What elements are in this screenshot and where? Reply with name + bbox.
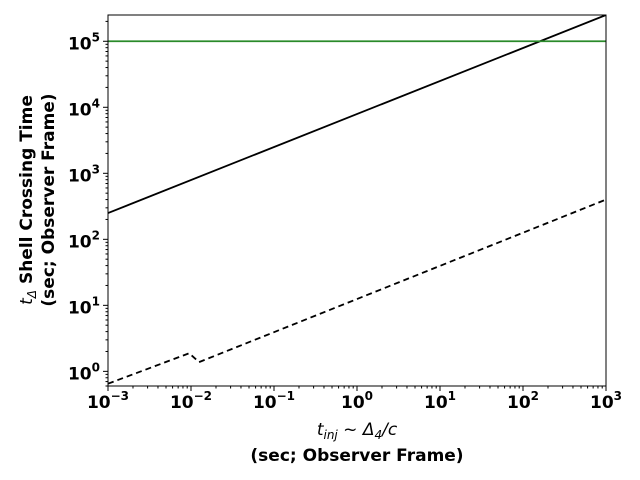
x-tick-label-7: 103 xyxy=(590,389,622,413)
y-axis-label: tΔ Shell Crossing Time xyxy=(17,95,39,305)
x-tick-label-2: 10−2 xyxy=(170,389,212,413)
y-tick-label-5: 104 xyxy=(68,96,100,120)
x-tick-label-5: 101 xyxy=(424,389,456,413)
x-axis-label-units: (sec; Observer Frame) xyxy=(250,446,463,466)
y-tick-label-6: 105 xyxy=(68,30,100,54)
x-tick-label-6: 102 xyxy=(507,389,539,413)
x-tick-label-3: 10−1 xyxy=(253,389,295,413)
y-axis: 100 101 102 103 104 105 xyxy=(68,20,108,387)
y-tick-label-4: 103 xyxy=(68,162,100,186)
y-tick-label-3: 102 xyxy=(68,228,100,252)
series-line-1 xyxy=(108,15,606,214)
y-axis-label-units: (sec; Observer Frame) xyxy=(39,93,59,306)
x-tick-label-1: 10−3 xyxy=(87,389,129,413)
x-tick-label-4: 100 xyxy=(341,389,373,413)
plot-lines xyxy=(108,15,606,385)
y-tick-label-2: 101 xyxy=(68,294,100,318)
y-tick-label-1: 100 xyxy=(68,360,100,384)
x-axis: 10−3 10−2 10−1 100 101 102 103 xyxy=(87,386,622,413)
plot-frame xyxy=(107,14,607,387)
series-line-2 xyxy=(108,198,606,385)
x-axis-label: tinj ~ Δ4/c xyxy=(317,420,398,442)
y-axis-label-group: tΔ Shell Crossing Time (sec; Observer Fr… xyxy=(17,93,59,306)
